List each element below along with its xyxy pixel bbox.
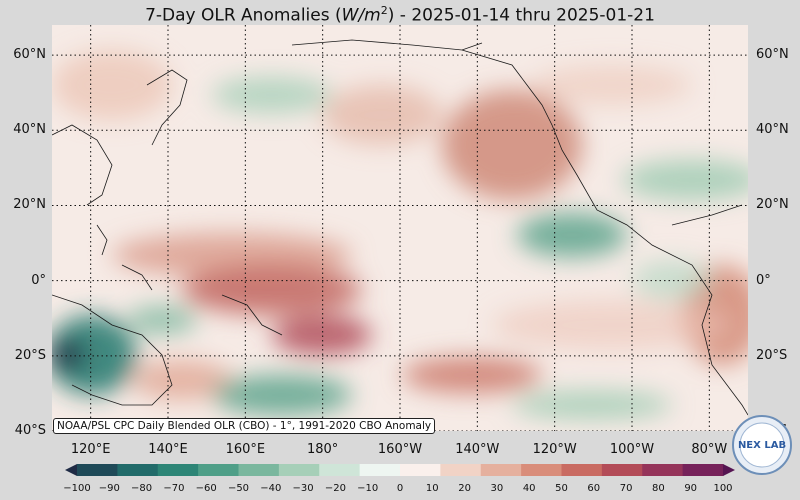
colorbar-segment: [117, 464, 159, 476]
latitude-label: 20°S: [756, 347, 788, 363]
colorbar-segment: [319, 464, 361, 476]
colorbar-segment: [642, 464, 684, 476]
svg-text:NEX LAB: NEX LAB: [738, 440, 786, 451]
colorbar-segment: [601, 464, 643, 476]
colorbar-segment: [238, 464, 280, 476]
colorbar-extend-max: [723, 464, 735, 476]
latitude-label: 40°S: [14, 423, 46, 438]
colorbar-tick-label: −60: [195, 483, 217, 494]
colorbar-tick-label: 40: [522, 483, 536, 494]
gridlines: [52, 25, 748, 431]
colorbar-tick-label: 10: [425, 483, 439, 494]
colorbar-tick-label: 90: [684, 483, 698, 494]
colorbar-segment: [440, 464, 482, 476]
colorbar-segment: [77, 464, 118, 476]
colorbar-tick-label: 100: [713, 483, 733, 494]
colorbar-tick-label: −10: [357, 483, 379, 494]
latitude-label: 20°N: [13, 197, 46, 213]
latitude-label: 40°N: [756, 122, 789, 138]
longitude-label: 120°W: [532, 442, 577, 457]
colorbar-segment: [400, 464, 441, 476]
colorbar-tick-label: 80: [652, 483, 665, 494]
colorbar-tick-label: −90: [98, 483, 120, 494]
longitude-label: 140°W: [455, 442, 500, 457]
colorbar-segment: [682, 464, 724, 476]
latitude-label: 0°: [756, 272, 771, 288]
colorbar-segment: [278, 464, 320, 476]
colorbar-tick-label: −30: [292, 483, 314, 494]
colorbar-segment: [480, 464, 522, 476]
colorbar-tick-label: −20: [324, 483, 346, 494]
longitude-label: 80°W: [691, 442, 728, 457]
nexlab-logo: NEX LAB: [732, 415, 792, 475]
map-title: 7-Day OLR Anomalies (W/m2) - 2025-01-14 …: [145, 4, 655, 26]
source-note: NOAA/PSL CPC Daily Blended OLR (CBO) - 1…: [53, 418, 436, 434]
colorbar-tick-label: 60: [587, 483, 601, 494]
colorbar-tick-label: 50: [555, 483, 568, 494]
longitude-label: 160°E: [225, 442, 266, 457]
longitude-label: 160°W: [377, 442, 423, 457]
colorbar-segment: [198, 464, 239, 476]
colorbar-tick-label: −100: [63, 483, 91, 494]
colorbar-tick-label: −80: [131, 483, 153, 494]
colorbar-tick-label: 20: [458, 483, 471, 494]
latitude-label: 60°N: [13, 47, 46, 63]
longitude-label: 140°E: [148, 442, 188, 457]
olr-anomaly-map: [52, 25, 748, 431]
longitude-label: 100°W: [609, 442, 655, 457]
colorbar-segment: [157, 464, 199, 476]
latitude-label: 20°S: [14, 347, 46, 363]
colorbar-tick-label: 30: [490, 483, 504, 494]
latitude-label: 40°N: [13, 122, 46, 138]
colorbar-tick-label: 0: [396, 483, 404, 494]
colorbar-extend-min: [65, 464, 77, 476]
latitude-label: 60°N: [756, 47, 789, 63]
colorbar: [65, 464, 735, 476]
colorbar-segment: [359, 464, 401, 476]
colorbar-segment: [561, 464, 603, 476]
colorbar-tick-label: −40: [260, 483, 282, 494]
longitude-label: 120°E: [70, 442, 111, 457]
colorbar-tick-label: 70: [619, 483, 633, 494]
anomaly-field: [52, 50, 748, 419]
coastlines: [52, 39, 748, 416]
latitude-label: 0°: [31, 272, 46, 288]
colorbar-tick-label: −70: [163, 483, 185, 494]
latitude-label: 20°N: [756, 197, 789, 213]
longitude-label: 180°: [306, 442, 339, 457]
colorbar-tick-label: −50: [227, 483, 250, 494]
colorbar-segment: [521, 464, 562, 476]
